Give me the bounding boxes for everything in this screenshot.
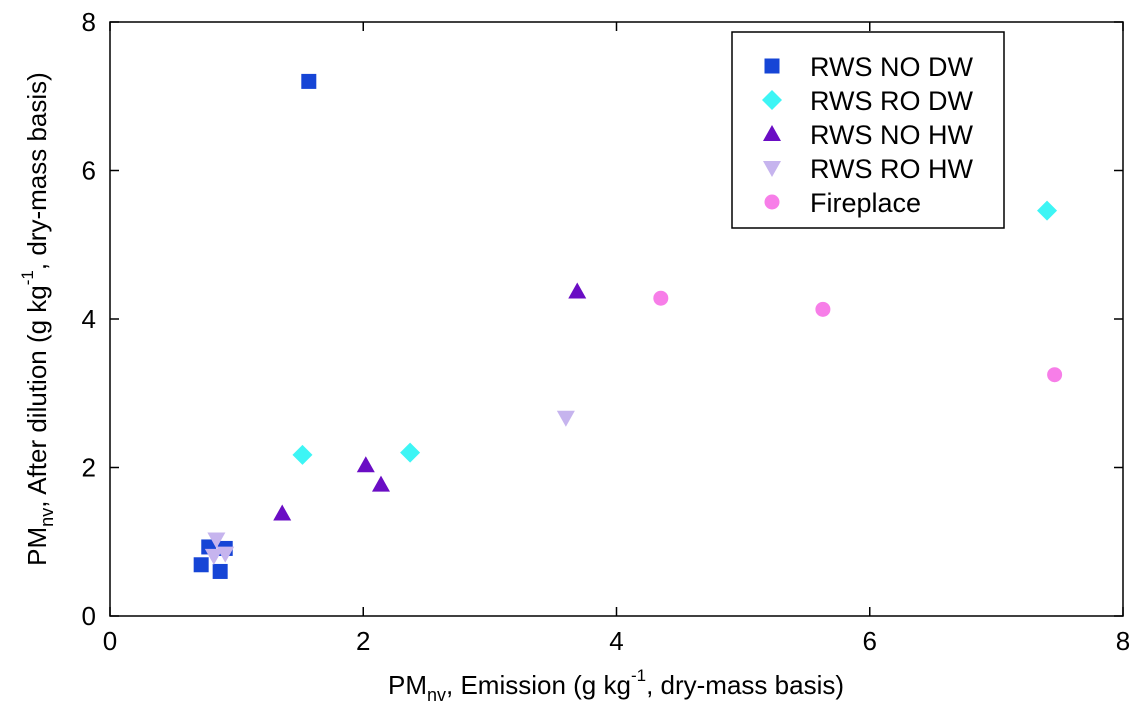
- data-point-square: [193, 557, 209, 573]
- data-point-diamond: [292, 444, 313, 465]
- legend-marker-diamond: [762, 90, 782, 110]
- data-point-diamond: [400, 442, 421, 463]
- y-tick-label: 8: [82, 7, 96, 37]
- data-point-square: [301, 73, 317, 89]
- legend-label: RWS NO DW: [810, 52, 974, 82]
- y-axis-ticks: 0 2 4 6 8: [82, 7, 1123, 631]
- legend-label: RWS RO HW: [810, 154, 974, 184]
- x-tick-label: 4: [609, 626, 623, 656]
- y-tick-label: 6: [82, 156, 96, 186]
- legend-marker-circle: [764, 194, 780, 210]
- x-tick-label: 6: [863, 626, 877, 656]
- data-point-triangle-down: [207, 532, 226, 549]
- legend-label: Fireplace: [810, 188, 921, 218]
- data-points: [193, 73, 1063, 579]
- y-axis-label: PMnv, After dilution (g kg-1, dry-mass b…: [18, 72, 57, 566]
- legend-marker-triangle-down: [763, 161, 781, 177]
- data-point-triangle-up: [568, 282, 587, 299]
- data-point-triangle-up: [356, 456, 375, 473]
- legend-label: RWS RO DW: [810, 86, 974, 116]
- legend-label: RWS NO HW: [810, 120, 974, 150]
- x-axis-ticks: 0 2 4 6 8: [103, 22, 1130, 656]
- legend-marker-square: [764, 58, 780, 74]
- data-point-circle: [1047, 367, 1063, 383]
- x-tick-label: 0: [103, 626, 117, 656]
- legend: RWS NO DW RWS RO DW RWS NO HW RWS RO HW Fire…: [731, 31, 1005, 229]
- data-point-triangle-down: [204, 548, 223, 565]
- data-point-square: [212, 563, 228, 579]
- y-tick-label: 4: [82, 304, 96, 334]
- y-tick-label: 2: [82, 453, 96, 483]
- x-tick-label: 2: [356, 626, 370, 656]
- data-point-triangle-up: [371, 475, 390, 492]
- x-axis-label: PMnv, Emission (g kg-1, dry-mass basis): [388, 666, 844, 705]
- data-point-triangle-up: [273, 504, 292, 521]
- data-point-circle: [653, 290, 669, 306]
- y-tick-label: 0: [82, 601, 96, 631]
- data-point-circle: [815, 301, 831, 317]
- legend-marker-triangle-up: [763, 125, 781, 141]
- data-point-diamond: [1037, 200, 1058, 221]
- data-point-triangle-down: [556, 410, 575, 427]
- x-tick-label: 8: [1116, 626, 1130, 656]
